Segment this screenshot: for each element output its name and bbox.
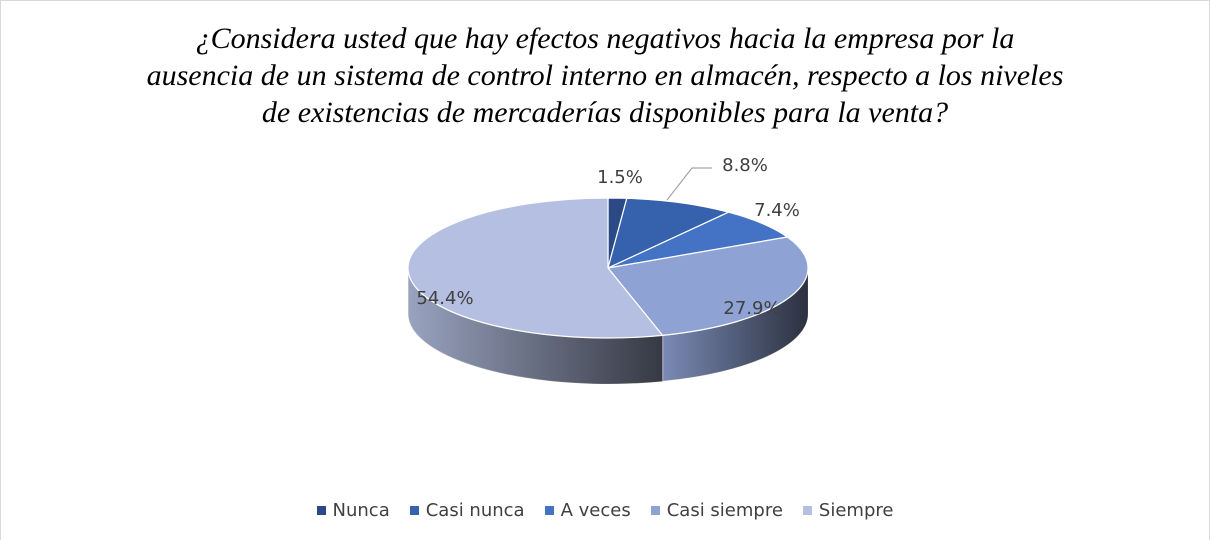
legend-swatch xyxy=(409,506,419,515)
data-label: 54.4% xyxy=(416,288,473,309)
pie-side-shade xyxy=(662,268,808,382)
legend-item: Nunca xyxy=(316,500,390,521)
pie-slice xyxy=(606,236,809,336)
data-label: 7.4% xyxy=(754,200,800,221)
legend-item: Siempre xyxy=(802,500,894,521)
legend-label: A veces xyxy=(560,500,631,521)
legend-item: Casi nunca xyxy=(409,500,525,521)
legend-item: Casi siempre xyxy=(650,500,783,521)
legend-label: Nunca xyxy=(332,500,390,521)
pie-side-shade xyxy=(408,268,663,385)
pie-slice xyxy=(607,197,731,270)
legend-swatch xyxy=(316,506,326,515)
chart-title: ¿Considera usted que hay efectos negativ… xyxy=(146,22,1064,129)
data-label: 8.8% xyxy=(722,155,768,176)
legend-swatch xyxy=(650,506,660,515)
leader-line xyxy=(666,167,712,201)
legend-swatch xyxy=(544,506,554,515)
legend-swatch xyxy=(802,506,812,515)
data-label: 27.9% xyxy=(723,298,780,319)
data-label: 1.5% xyxy=(597,167,643,188)
legend-label: Casi siempre xyxy=(666,500,783,521)
legend-item: A veces xyxy=(544,500,631,521)
pie-top xyxy=(407,197,809,339)
legend-label: Siempre xyxy=(818,500,894,521)
legend: Nunca Casi nunca A veces Casi siempre Siempr… xyxy=(0,500,1210,521)
pie-slice xyxy=(407,197,664,339)
pie-sides xyxy=(407,267,809,385)
legend-label: Casi nunca xyxy=(425,500,525,521)
